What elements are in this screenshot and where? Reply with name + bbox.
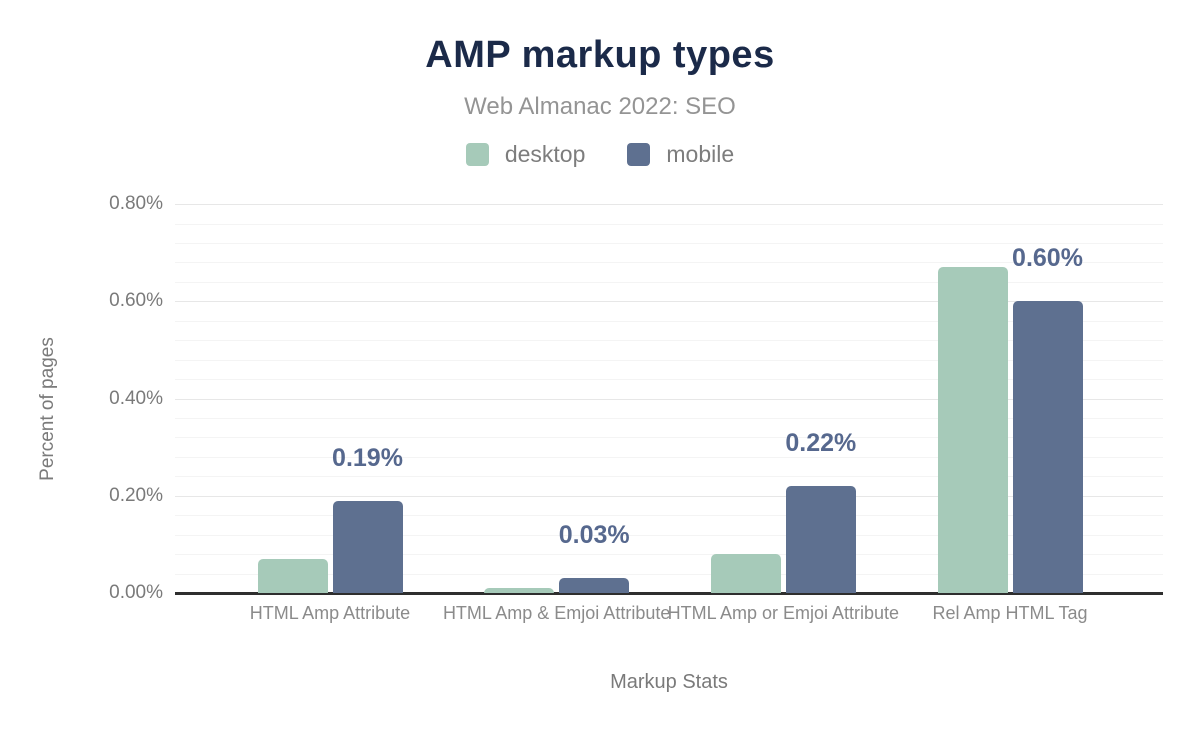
- data-label-0: 0.19%: [332, 443, 403, 472]
- legend-label-mobile: mobile: [666, 141, 735, 167]
- gridline-minor-0.24: [175, 476, 1163, 478]
- gridline-major-0.40: [175, 398, 1163, 400]
- bar-mobile-0[interactable]: [332, 500, 403, 593]
- bar-mobile-2[interactable]: [785, 486, 856, 593]
- bar-mobile-3[interactable]: [1012, 301, 1083, 593]
- gridline-minor-0.16: [175, 515, 1163, 517]
- gridline-major-0.80: [175, 204, 1163, 205]
- chart-subtitle: Web Almanac 2022: SEO: [464, 93, 736, 120]
- gridline-minor-0.68: [175, 262, 1163, 264]
- x-category-2: HTML Amp or Emjoi Attribute: [667, 603, 900, 623]
- bar-desktop-3[interactable]: [937, 267, 1008, 593]
- mobile-swatch-icon: [627, 143, 651, 166]
- gridline-major-0.60: [175, 301, 1163, 303]
- x-category-0: HTML Amp Attribute: [249, 603, 411, 623]
- data-label-3: 0.60%: [1012, 244, 1083, 273]
- gridline-minor-0.32: [175, 437, 1163, 439]
- gridline-minor-0.12: [175, 534, 1163, 536]
- gridline-minor-0.76: [175, 223, 1163, 225]
- plot-area: 0.19% 0.03% 0.22% 0.60%: [175, 204, 1163, 595]
- gridline-minor-0.48: [175, 359, 1163, 361]
- bar-desktop-0[interactable]: [257, 559, 328, 593]
- gridline-minor-0.44: [175, 379, 1163, 381]
- x-axis-title: Markup Stats: [610, 671, 728, 693]
- chart-title: AMP markup types: [425, 34, 775, 76]
- gridline-minor-0.08: [175, 554, 1163, 556]
- y-tick-0.00%: 0.00%: [109, 582, 163, 603]
- x-category-3: Rel Amp HTML Tag: [932, 603, 1088, 623]
- gridline-minor-0.56: [175, 320, 1163, 322]
- y-tick-0.20%: 0.20%: [109, 484, 163, 506]
- y-tick-0.80%: 0.80%: [109, 193, 163, 214]
- y-tick-0.60%: 0.60%: [109, 290, 163, 312]
- legend-label-desktop: desktop: [504, 141, 586, 167]
- gridline-minor-0.36: [175, 418, 1163, 419]
- desktop-swatch-icon: [465, 143, 489, 166]
- y-tick-0.40%: 0.40%: [109, 387, 163, 409]
- gridline-minor-0.28: [175, 456, 1163, 458]
- x-axis-line: [175, 592, 1163, 595]
- x-category-1: HTML Amp & Emjoi Attribute: [442, 603, 671, 623]
- gridline-minor-0.72: [175, 242, 1163, 244]
- bar-desktop-1[interactable]: [484, 588, 555, 593]
- data-label-1: 0.03%: [558, 521, 630, 550]
- gridline-minor-0.04: [175, 573, 1163, 575]
- legend-item-mobile[interactable]: mobile: [627, 141, 734, 168]
- legend: desktop mobile: [0, 141, 1200, 168]
- legend-item-desktop[interactable]: desktop: [465, 141, 586, 168]
- gridline-minor-0.52: [175, 340, 1163, 342]
- bar-desktop-2[interactable]: [710, 554, 781, 593]
- gridline-minor-0.64: [175, 281, 1163, 283]
- bar-mobile-1[interactable]: [559, 578, 630, 593]
- gridline-major-0.20: [175, 495, 1163, 497]
- data-label-2: 0.22%: [785, 429, 857, 457]
